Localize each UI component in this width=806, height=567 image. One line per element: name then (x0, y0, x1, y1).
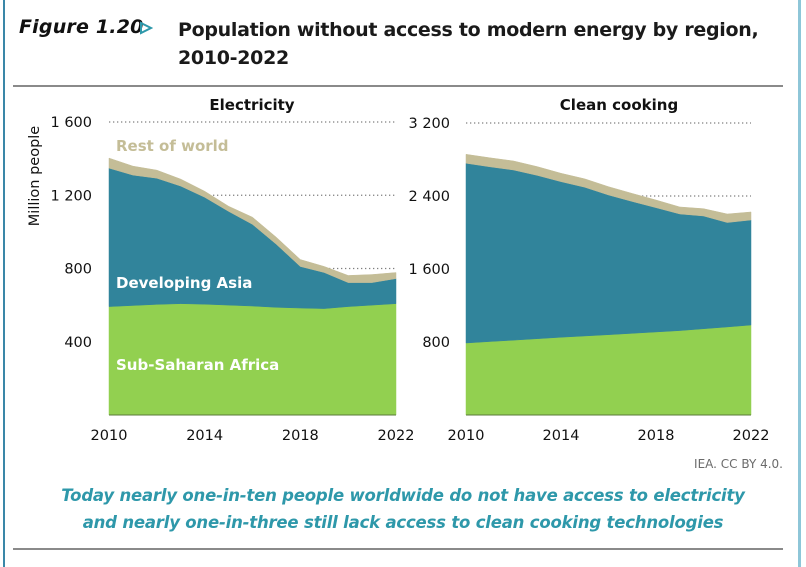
x-tick-label: 2022 (733, 428, 770, 444)
x-tick-label: 2010 (91, 428, 128, 444)
x-tick-label: 2022 (378, 428, 415, 444)
clean-cooking-panel: Clean cooking 800 1 600 2 400 3 200 2010 201… (408, 96, 769, 444)
x-tick-label: 2018 (282, 428, 319, 444)
electricity-y-axis-label: Million people (27, 126, 43, 227)
legend-label-sub-saharan-africa: Sub-Saharan Africa (116, 356, 279, 374)
x-tick-label: 2018 (638, 428, 675, 444)
y-tick-label: 400 (64, 335, 92, 351)
caption-line-2: and nearly one-in-three still lack acces… (82, 513, 724, 532)
y-tick-label: 800 (422, 335, 450, 351)
frame-right-border (798, 0, 801, 567)
source-credit: IEA. CC BY 4.0. (694, 457, 783, 471)
area-rest-of-world (108, 157, 397, 283)
clean-cooking-title: Clean cooking (560, 96, 678, 114)
figure-label: Figure 1.20 (19, 16, 144, 38)
figure-title: Population without access to modern ener… (178, 19, 759, 69)
electricity-panel: Electricity Million people 400 800 1 200 1 … (27, 96, 414, 444)
y-tick-label: 1 600 (50, 115, 92, 131)
x-tick-label: 2010 (448, 428, 485, 444)
x-tick-label: 2014 (186, 428, 223, 444)
caption-line-1: Today nearly one-in-ten people worldwide… (61, 486, 745, 505)
y-tick-label: 1 600 (408, 262, 450, 278)
y-tick-label: 800 (64, 262, 92, 278)
legend-label-rest-of-world: Rest of world (116, 137, 229, 155)
area-rest-of-world (465, 154, 752, 223)
y-tick-label: 3 200 (408, 116, 450, 132)
y-tick-label: 2 400 (408, 189, 450, 205)
footer-divider (13, 548, 783, 550)
charts-canvas: Electricity Million people 400 800 1 200 1 … (27, 96, 769, 444)
legend-label-developing-asia: Developing Asia (116, 274, 252, 292)
x-tick-label: 2014 (543, 428, 580, 444)
electricity-title: Electricity (209, 96, 294, 114)
y-tick-label: 1 200 (50, 188, 92, 204)
frame-left-border (3, 0, 5, 567)
header-divider (13, 85, 783, 87)
triangle-right-outline-icon (140, 21, 153, 35)
